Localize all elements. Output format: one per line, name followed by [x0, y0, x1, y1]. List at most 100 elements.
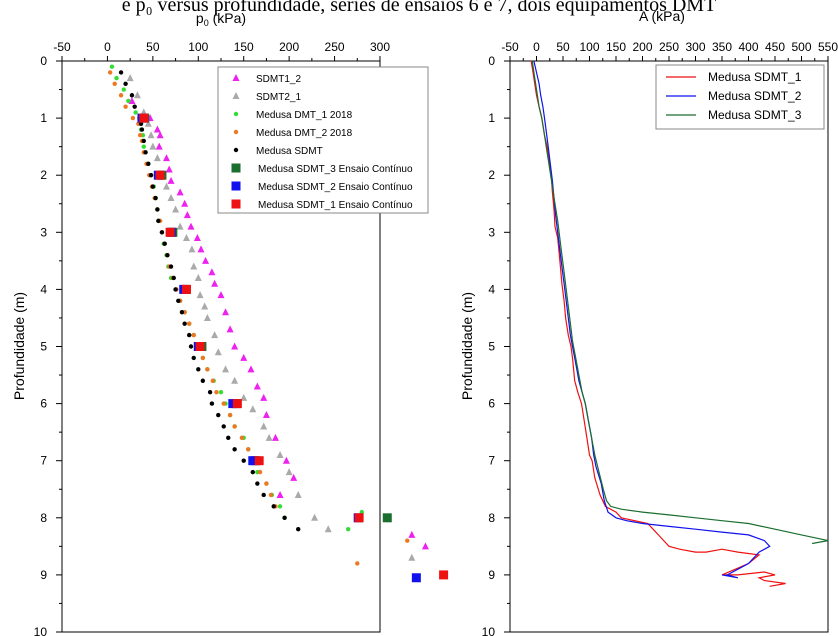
left-series-3-point	[210, 378, 216, 383]
left-series-4-point	[188, 344, 194, 349]
left-y-tick-label: 1	[40, 111, 47, 125]
left-series-1-point	[147, 131, 155, 139]
left-series-1-point	[196, 291, 204, 299]
left-y-tick-label: 3	[40, 225, 47, 239]
left-legend-marker-0	[232, 74, 240, 81]
right-legend-box	[655, 64, 825, 130]
right-x-tick-label: 150	[606, 40, 626, 54]
left-series-4-point	[179, 310, 185, 315]
right-y-tick-label: 2	[488, 168, 495, 182]
left-legend-marker-3	[233, 129, 239, 135]
left-series-2-point	[346, 527, 351, 532]
left-y-tick-label: 6	[40, 397, 47, 411]
left-series-5-point	[382, 513, 392, 523]
right-x-tick-label: 200	[632, 40, 652, 54]
left-series-3-point	[232, 424, 237, 429]
left-series-1-point	[190, 262, 198, 270]
left-series-1-point	[260, 422, 268, 430]
left-y-tick-label: 4	[40, 282, 47, 296]
right-x-tick-label: 500	[791, 40, 811, 54]
left-series-1-point	[149, 142, 157, 150]
right-series-line-0	[530, 60, 786, 587]
left-series-0-point	[260, 393, 268, 401]
left-series-1-point	[133, 91, 141, 99]
left-series-7-point	[181, 284, 191, 294]
left-y-tick-label: 0	[40, 54, 47, 68]
left-series-0-point	[231, 342, 239, 350]
right-x-tick-label: -50	[501, 40, 519, 54]
left-series-4-point	[296, 527, 301, 532]
left-series-4-point	[155, 207, 160, 212]
left-series-2-point	[218, 389, 224, 395]
left-series-6-point	[411, 573, 421, 583]
right-y-tick-label: 3	[488, 225, 495, 239]
left-series-4-point	[165, 252, 170, 258]
left-series-4-point	[141, 138, 146, 144]
left-series-4-point	[261, 492, 266, 498]
left-legend-label-1: SDMT2_1	[256, 92, 301, 103]
left-series-4-point	[171, 275, 176, 281]
left-series-7-point	[155, 170, 165, 180]
left-x-tick-label: 0	[104, 40, 111, 54]
left-legend-label-6: Medusa SDMT_2 Ensaio Contínuo	[258, 182, 413, 193]
left-series-4-point	[216, 412, 221, 418]
left-series-4-point	[255, 481, 260, 486]
right-x-axis-title: A (kPa)	[639, 8, 685, 24]
left-series-4-point	[168, 264, 174, 269]
left-x-tick-label: 300	[370, 40, 390, 54]
right-y-tick-label: 8	[488, 511, 495, 525]
left-series-3-point	[112, 81, 117, 87]
left-x-axis: -50 0 50 100 150 200 250 300	[53, 40, 390, 61]
left-series-4-point	[150, 184, 156, 189]
left-series-0-point	[128, 96, 136, 104]
left-series-4-point	[282, 515, 287, 520]
left-series-3-point	[239, 435, 245, 441]
left-series-7-point	[232, 399, 242, 409]
right-x-tick-label: 0	[533, 40, 540, 54]
left-series-3-point	[257, 469, 263, 475]
left-series-2-point	[114, 75, 119, 81]
left-series-4-point	[159, 230, 165, 235]
left-legend-label-2: Medusa DMT_1 2018	[256, 110, 353, 121]
left-series-7-point	[254, 456, 264, 466]
left-series-0-point	[226, 325, 234, 333]
left-series-1-point	[162, 182, 170, 190]
left-series-4-point	[138, 121, 144, 127]
left-x-tick-label: -50	[53, 40, 71, 54]
left-series-0-point	[222, 308, 230, 316]
left-series-3-point	[221, 401, 226, 406]
left-y-tick-label: 7	[40, 454, 47, 468]
left-series-7-point	[165, 227, 175, 237]
left-series-4-point	[132, 104, 137, 109]
left-series-7-point	[354, 513, 364, 523]
left-series-3-point	[123, 104, 128, 109]
left-series-7-point	[195, 342, 205, 351]
left-series-3-point	[200, 355, 206, 361]
left-series-3-point	[191, 332, 196, 338]
left-series-1-point	[126, 74, 134, 82]
left-series-0-point	[240, 353, 248, 361]
right-legend-label-0: Medusa SDMT_1	[708, 70, 802, 84]
right-legend: Medusa SDMT_1 Medusa SDMT_2 Medusa SDMT_3	[655, 64, 825, 130]
left-series-0-point	[202, 256, 210, 264]
left-series-3-point	[227, 412, 233, 418]
right-y-tick-label: 7	[488, 454, 495, 468]
left-series-4-point	[271, 504, 276, 509]
left-series-0-point	[176, 188, 184, 196]
left-series-4-point	[182, 321, 187, 326]
right-series-line-2	[531, 60, 829, 545]
left-series-0-point	[187, 222, 195, 230]
left-series-1-point	[222, 365, 230, 373]
right-y-tick-label: 4	[488, 282, 495, 296]
left-series-2-point	[126, 98, 131, 104]
left-series-3-point	[137, 133, 143, 138]
left-legend-label-5: Medusa SDMT_3 Ensaio Contínuo	[258, 164, 413, 175]
right-legend-label-2: Medusa SDMT_3	[708, 108, 802, 122]
left-series-6-point	[248, 456, 258, 466]
right-y-tick-label: 6	[488, 397, 495, 411]
left-series-1-point	[408, 553, 416, 561]
right-x-tick-label: 400	[738, 40, 758, 54]
left-y-axis: 0 1 2 3 4 5 6 7 8 9 10	[34, 54, 62, 636]
left-series-2-point	[141, 144, 146, 149]
left-series-0-point	[276, 490, 284, 498]
